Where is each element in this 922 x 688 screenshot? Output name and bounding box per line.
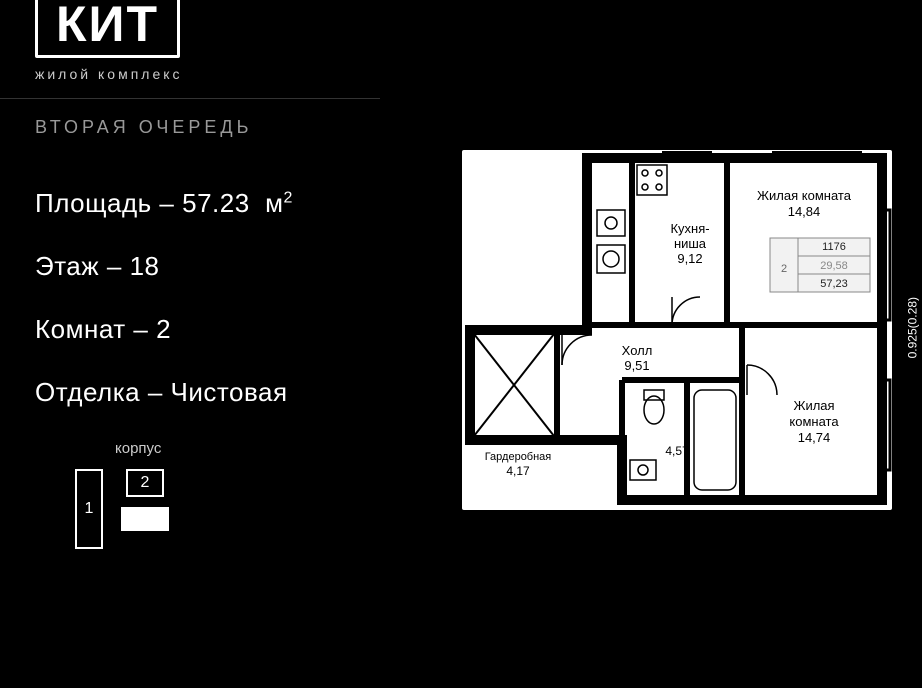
korpus-col-2: 2 <box>121 469 169 531</box>
room-living1-label: Жилая комната <box>757 188 852 203</box>
info-a2: 57,23 <box>820 278 848 290</box>
info-rooms: 2 <box>781 263 787 275</box>
spec-finish: Отделка – Чистовая <box>35 377 460 408</box>
room-living2-label: Жилая <box>793 398 834 413</box>
korpus-section: корпус 1 2 <box>35 440 460 549</box>
balcony-label: 0.925(0.28) <box>905 297 919 358</box>
spec-rooms-value: 2 <box>156 314 171 344</box>
room-kitchen-area: 9,12 <box>677 251 702 266</box>
info-box: 2 1176 29,58 57,23 <box>770 238 870 292</box>
info-a1: 29,58 <box>820 260 848 272</box>
spec-rooms: Комнат – 2 <box>35 314 460 345</box>
spec-area: Площадь – 57.23 м2 <box>35 188 460 219</box>
logo-box: КИТ <box>35 0 180 58</box>
room-wardrobe-label: Гардеробная <box>485 451 552 463</box>
korpus-boxes: 1 2 <box>75 469 460 549</box>
room-hall-area: 9,51 <box>624 358 649 373</box>
room-wardrobe-area: 4,17 <box>506 464 530 478</box>
spec-area-unit: м2 <box>265 188 293 218</box>
specs-block: Площадь – 57.23 м2 Этаж – 18 Комнат – 2 … <box>35 188 460 408</box>
korpus-label: корпус <box>115 440 460 457</box>
spec-floor: Этаж – 18 <box>35 251 460 282</box>
spec-rooms-label: Комнат <box>35 314 126 344</box>
floorplan-svg: Жилая комната 14,84 Кухня- ниша 9,12 Хол… <box>462 150 892 510</box>
logo-stage: ВТОРАЯ ОЧЕРЕДЬ <box>35 117 460 138</box>
spec-area-label: Площадь <box>35 188 152 218</box>
korpus-fill <box>121 507 169 531</box>
room-kitchen-label: Кухня- <box>670 221 709 236</box>
room-bath-area: 4,57 <box>665 444 689 458</box>
room-living2-area: 14,74 <box>798 430 831 445</box>
info-panel: КИТ жилой комплекс ВТОРАЯ ОЧЕРЕДЬ Площад… <box>0 0 460 688</box>
korpus-1: 1 <box>75 469 103 549</box>
info-num: 1176 <box>822 241 846 253</box>
spec-area-value: 57.23 <box>182 188 250 218</box>
logo-title: КИТ <box>56 0 159 49</box>
spec-finish-value: Чистовая <box>171 377 288 407</box>
room-kitchen-label2: ниша <box>674 236 707 251</box>
spec-floor-value: 18 <box>130 251 160 281</box>
logo-subtitle: жилой комплекс <box>35 66 460 82</box>
divider <box>0 98 380 99</box>
spec-finish-label: Отделка <box>35 377 140 407</box>
room-living1-area: 14,84 <box>788 204 821 219</box>
room-living2-label2: комната <box>789 414 839 429</box>
korpus-2: 2 <box>126 469 164 497</box>
spec-floor-label: Этаж <box>35 251 99 281</box>
floorplan: Жилая комната 14,84 Кухня- ниша 9,12 Хол… <box>462 150 892 510</box>
room-hall-label: Холл <box>622 343 653 358</box>
